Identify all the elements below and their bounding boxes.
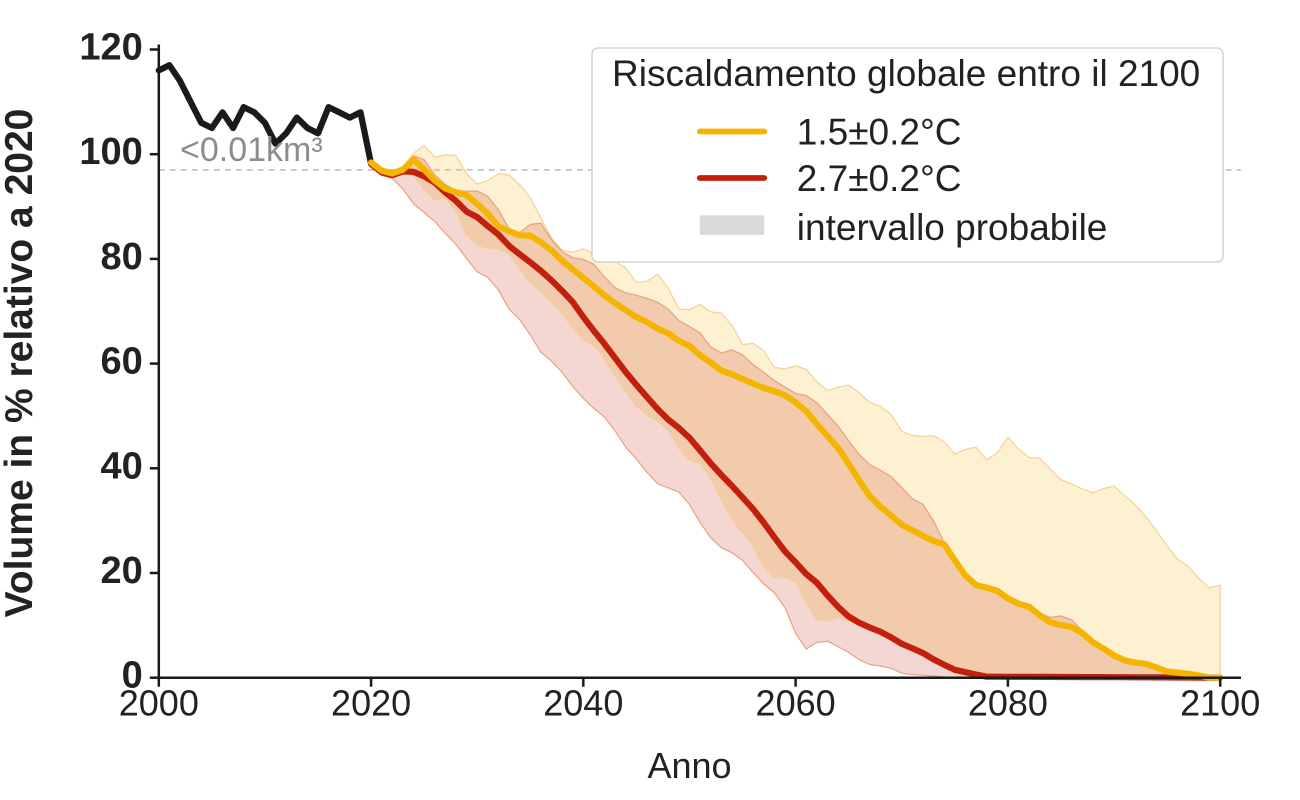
svg-text:2080: 2080 xyxy=(968,683,1048,724)
svg-text:2040: 2040 xyxy=(543,683,623,724)
svg-text:Riscaldamento globale entro il: Riscaldamento globale entro il 2100 xyxy=(612,53,1200,94)
svg-text:Volume in % relativo a 2020: Volume in % relativo a 2020 xyxy=(0,109,41,618)
svg-text:100: 100 xyxy=(79,131,142,173)
svg-text:20: 20 xyxy=(101,550,143,592)
svg-text:<0.01km³: <0.01km³ xyxy=(180,131,323,169)
svg-text:intervallo probabile: intervallo probabile xyxy=(797,207,1108,248)
svg-text:120: 120 xyxy=(79,27,142,69)
svg-text:40: 40 xyxy=(101,445,143,487)
svg-text:1.5±0.2°C: 1.5±0.2°C xyxy=(797,112,962,153)
svg-text:2.7±0.2°C: 2.7±0.2°C xyxy=(797,158,962,199)
svg-text:60: 60 xyxy=(101,341,143,383)
svg-text:80: 80 xyxy=(101,236,143,278)
svg-text:2000: 2000 xyxy=(119,683,199,724)
svg-text:2060: 2060 xyxy=(756,683,836,724)
svg-text:2020: 2020 xyxy=(331,683,411,724)
svg-text:2100: 2100 xyxy=(1180,683,1260,724)
svg-text:Anno: Anno xyxy=(647,745,731,786)
